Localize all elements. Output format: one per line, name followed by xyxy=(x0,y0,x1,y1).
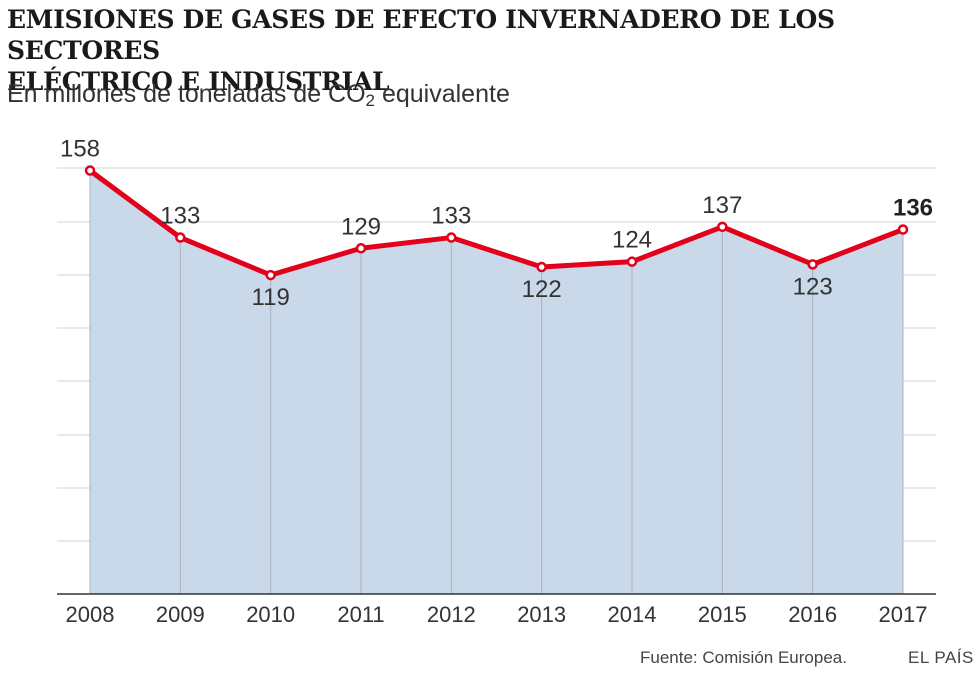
x-tick-label-2015: 2015 xyxy=(698,602,747,627)
x-tick-label-2013: 2013 xyxy=(517,602,566,627)
data-point-2008 xyxy=(84,165,96,176)
x-tick-label-2009: 2009 xyxy=(156,602,205,627)
data-label-2017: 136 xyxy=(893,195,933,222)
data-label-2016: 123 xyxy=(793,273,833,300)
subtitle-tail: equivalente xyxy=(375,80,510,108)
x-tick-label-2008: 2008 xyxy=(66,602,115,627)
data-label-2011: 129 xyxy=(341,213,381,240)
brand-logo: EL PAÍS xyxy=(908,648,974,667)
data-point-2016 xyxy=(807,259,818,270)
data-label-2014: 124 xyxy=(612,227,652,254)
chart-subtitle: En millones de toneladas de CO2 equivale… xyxy=(7,80,510,111)
data-point-2013 xyxy=(536,261,547,273)
subtitle-subscript: 2 xyxy=(365,91,376,110)
data-point-2015 xyxy=(717,221,728,233)
series-line xyxy=(88,168,904,278)
chart-title: EMISIONES DE GASES DE EFECTO INVERNADERO… xyxy=(7,4,967,97)
data-label-2015: 137 xyxy=(702,192,742,219)
data-point-2010 xyxy=(265,269,276,281)
x-tick-label-2010: 2010 xyxy=(246,602,295,627)
area-fill xyxy=(90,170,903,594)
data-label-2013: 122 xyxy=(522,276,562,303)
x-tick-label-2014: 2014 xyxy=(608,602,657,627)
chart-title-line-2: ELÉCTRICO E INDUSTRIAL xyxy=(7,67,390,96)
x-tick-labels: 2008 2009 2010 2011 2012 2013 2014 2015 2016 2017 xyxy=(66,602,928,627)
data-points xyxy=(84,165,909,281)
x-tick-label-2017: 2017 xyxy=(879,602,928,627)
data-label-2010: 119 xyxy=(252,284,290,311)
x-tick-label-2012: 2012 xyxy=(427,602,476,627)
data-point-2009 xyxy=(175,232,186,243)
data-labels: 158 133 119 129 133 122 124 137 123 136 xyxy=(60,136,933,312)
x-tick-label-2016: 2016 xyxy=(788,602,837,627)
data-label-2009: 133 xyxy=(160,203,200,230)
source-note: Fuente: Comisión Europea. xyxy=(640,648,847,667)
data-label-2008: 158 xyxy=(60,136,100,163)
data-point-2014 xyxy=(626,256,638,267)
x-axis-ticks xyxy=(89,170,904,594)
subtitle-main: En millones de toneladas de CO xyxy=(7,80,366,108)
data-label-2012: 133 xyxy=(431,203,471,230)
data-point-2011 xyxy=(355,243,367,254)
data-point-2012 xyxy=(446,232,457,243)
x-tick-label-2011: 2011 xyxy=(337,602,384,627)
data-point-2017 xyxy=(897,224,909,235)
chart-title-line-1: EMISIONES DE GASES DE EFECTO INVERNADERO… xyxy=(7,5,835,65)
